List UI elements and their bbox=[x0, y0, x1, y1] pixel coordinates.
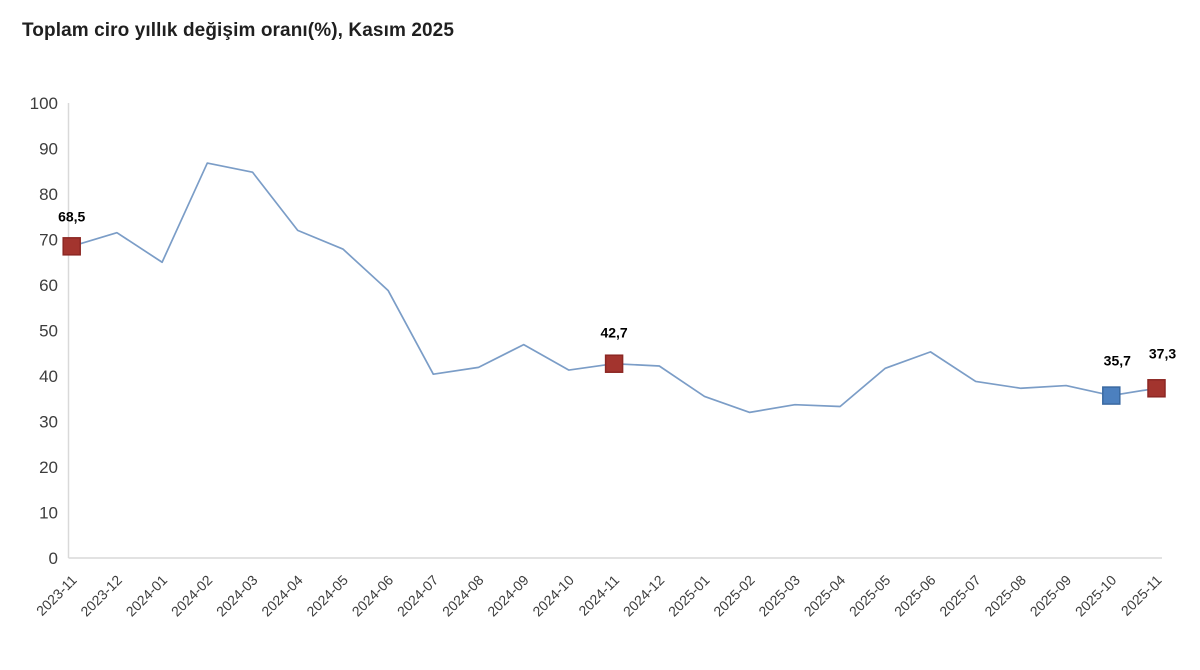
x-tick-label-2024-08: 2024-08 bbox=[439, 572, 487, 620]
x-tick-label-2024-04: 2024-04 bbox=[258, 572, 306, 620]
y-tick-label-100: 100 bbox=[30, 94, 58, 113]
x-tick-label-2025-08: 2025-08 bbox=[981, 572, 1029, 620]
x-tick-label-2025-02: 2025-02 bbox=[710, 572, 758, 620]
x-tick-label-2025-01: 2025-01 bbox=[665, 572, 713, 620]
y-tick-label-50: 50 bbox=[39, 322, 58, 341]
x-tick-label-2025-04: 2025-04 bbox=[801, 572, 849, 620]
x-tick-label-2025-11: 2025-11 bbox=[1118, 572, 1165, 619]
y-tick-label-40: 40 bbox=[39, 367, 58, 386]
x-tick-label-2025-07: 2025-07 bbox=[936, 572, 984, 620]
x-tick-label-2024-02: 2024-02 bbox=[168, 572, 216, 620]
series-line bbox=[70, 162, 1158, 414]
y-tick-label-20: 20 bbox=[39, 458, 58, 477]
data-marker-2024-11[interactable] bbox=[604, 354, 624, 373]
y-tick-label-80: 80 bbox=[39, 185, 58, 204]
x-tick-label-2023-12: 2023-12 bbox=[77, 572, 125, 620]
x-tick-label-2025-03: 2025-03 bbox=[755, 572, 803, 620]
data-marker-2025-10[interactable] bbox=[1102, 386, 1121, 405]
y-tick-label-60: 60 bbox=[39, 276, 58, 295]
x-tick-label-2025-09: 2025-09 bbox=[1027, 572, 1075, 620]
x-tick-label-2023-11: 2023-11 bbox=[33, 572, 80, 619]
y-tick-label-30: 30 bbox=[39, 413, 58, 432]
x-tick-label-2024-11: 2024-11 bbox=[575, 572, 622, 619]
y-tick-label-0: 0 bbox=[49, 549, 58, 568]
x-tick-label-2025-05: 2025-05 bbox=[846, 572, 894, 620]
x-tick-label-2024-05: 2024-05 bbox=[303, 572, 351, 620]
data-label-2025-10: 35,7 bbox=[1104, 353, 1131, 369]
x-tick-label-2024-03: 2024-03 bbox=[213, 572, 261, 620]
x-tick-label-2024-12: 2024-12 bbox=[620, 572, 668, 620]
x-tick-label-2025-06: 2025-06 bbox=[891, 572, 939, 620]
data-label-2024-11: 42,7 bbox=[600, 325, 627, 341]
y-tick-label-70: 70 bbox=[39, 231, 58, 250]
x-tick-label-2024-10: 2024-10 bbox=[529, 572, 577, 620]
y-tick-label-90: 90 bbox=[39, 140, 58, 159]
data-marker-2023-11[interactable] bbox=[62, 237, 81, 256]
x-tick-label-2024-09: 2024-09 bbox=[484, 572, 532, 620]
chart-title: Toplam ciro yıllık değişim oranı(%), Kas… bbox=[22, 20, 454, 41]
data-label-2025-11: 37,3 bbox=[1149, 345, 1176, 361]
data-label-2023-11: 68,5 bbox=[58, 208, 85, 224]
x-tick-label-2024-07: 2024-07 bbox=[394, 572, 442, 620]
x-tick-label-2025-10: 2025-10 bbox=[1072, 572, 1120, 620]
x-tick-label-2024-01: 2024-01 bbox=[123, 572, 171, 620]
x-tick-label-2024-06: 2024-06 bbox=[349, 572, 397, 620]
y-tick-label-10: 10 bbox=[39, 504, 58, 523]
data-marker-2025-11[interactable] bbox=[1147, 379, 1166, 398]
